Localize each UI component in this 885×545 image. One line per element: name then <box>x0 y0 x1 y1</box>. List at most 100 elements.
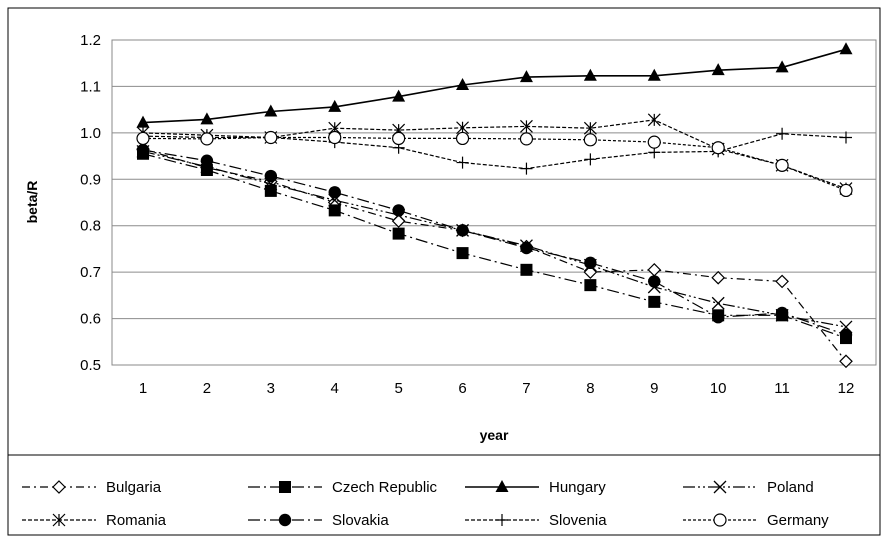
x-tick-label: 2 <box>203 380 211 397</box>
series-slovakia <box>136 143 853 342</box>
data-point <box>392 227 405 240</box>
legend-label: Czech Republic <box>332 479 438 496</box>
legend: Bulgaria Czech Republic Hungary Poland Roman… <box>22 479 829 529</box>
data-point <box>647 113 661 127</box>
data-point <box>839 354 853 369</box>
data-point <box>200 164 213 176</box>
data-point <box>52 513 66 527</box>
data-point <box>264 104 278 117</box>
data-point <box>583 121 597 135</box>
data-point <box>775 60 789 73</box>
legend-item-slovenia: Slovenia <box>465 512 607 529</box>
data-point <box>840 131 852 144</box>
series-layer <box>136 42 853 369</box>
series-line <box>142 150 847 328</box>
data-point <box>711 310 725 324</box>
data-point <box>583 68 597 81</box>
x-tick-label: 9 <box>650 380 658 397</box>
data-point <box>519 132 534 146</box>
data-point <box>713 513 727 527</box>
data-point <box>583 133 597 147</box>
series-hungary <box>136 42 853 128</box>
x-tick-label: 7 <box>522 380 530 397</box>
data-point <box>775 306 789 320</box>
data-point <box>648 275 661 288</box>
y-axis-label: beta/R <box>24 181 40 224</box>
data-point <box>647 68 661 81</box>
y-tick-label: 0.7 <box>80 264 101 281</box>
data-point <box>520 119 533 133</box>
y-tick-label: 1.0 <box>80 125 101 142</box>
y-tick-label: 0.8 <box>80 218 101 235</box>
data-point <box>839 42 853 55</box>
data-point <box>647 135 661 149</box>
data-point <box>584 256 597 270</box>
legend-label: Hungary <box>549 479 606 496</box>
data-point <box>495 480 509 492</box>
y-tick-label: 0.5 <box>80 357 101 374</box>
data-point <box>328 99 342 112</box>
data-point <box>392 131 406 146</box>
series-line <box>142 136 847 191</box>
data-point <box>136 115 150 128</box>
x-tick-label: 3 <box>267 380 275 397</box>
data-point <box>264 130 278 145</box>
legend-item-poland: Poland <box>683 479 814 496</box>
chart-outer-border <box>7 7 881 536</box>
series-line <box>142 48 847 124</box>
legend-label: Bulgaria <box>106 479 162 496</box>
y-tick-label: 0.6 <box>80 311 101 328</box>
legend-label: Slovakia <box>332 512 389 529</box>
x-tick-label: 4 <box>331 380 339 397</box>
data-point <box>200 132 214 146</box>
data-point <box>456 78 470 91</box>
data-point <box>839 183 853 198</box>
y-tick-label: 0.9 <box>80 171 101 188</box>
data-point <box>711 141 725 155</box>
data-point <box>711 270 726 285</box>
data-point <box>775 158 789 172</box>
legend-item-czech-republic: Czech Republic <box>248 479 438 496</box>
data-point <box>775 274 789 289</box>
data-point <box>200 154 214 167</box>
series-germany <box>136 130 853 198</box>
data-point <box>328 186 341 199</box>
data-point <box>839 328 853 342</box>
data-point <box>584 279 597 292</box>
data-point <box>584 153 597 166</box>
legend-label: Slovenia <box>549 512 607 529</box>
data-point <box>520 241 533 255</box>
legend-item-slovakia: Slovakia <box>248 512 389 529</box>
data-point <box>278 513 292 527</box>
x-axis-ticks: 1 2 3 4 5 6 7 8 9 10 11 12 <box>139 380 855 397</box>
legend-item-bulgaria: Bulgaria <box>22 479 162 496</box>
data-point <box>328 130 342 145</box>
series-line <box>142 149 847 336</box>
data-point <box>776 127 789 140</box>
data-point <box>456 224 469 237</box>
y-tick-label: 1.2 <box>80 32 101 49</box>
x-axis-label: year <box>480 427 509 443</box>
legend-label: Poland <box>767 479 814 496</box>
data-point <box>456 247 469 260</box>
data-point <box>713 480 727 494</box>
legend-label: Germany <box>767 512 829 529</box>
x-tick-label: 6 <box>458 380 466 397</box>
data-point <box>520 162 533 175</box>
data-point <box>264 169 278 183</box>
data-point <box>136 143 150 157</box>
data-point <box>711 296 725 310</box>
data-point <box>279 481 291 493</box>
x-tick-label: 8 <box>586 380 594 397</box>
data-point <box>520 263 533 276</box>
data-point <box>711 63 725 76</box>
legend-item-germany: Germany <box>683 512 829 529</box>
data-point <box>519 70 533 83</box>
x-tick-label: 1 <box>139 380 147 397</box>
data-point <box>264 184 277 197</box>
data-point <box>648 295 661 308</box>
x-tick-label: 11 <box>774 380 790 397</box>
legend-item-romania: Romania <box>22 512 167 529</box>
